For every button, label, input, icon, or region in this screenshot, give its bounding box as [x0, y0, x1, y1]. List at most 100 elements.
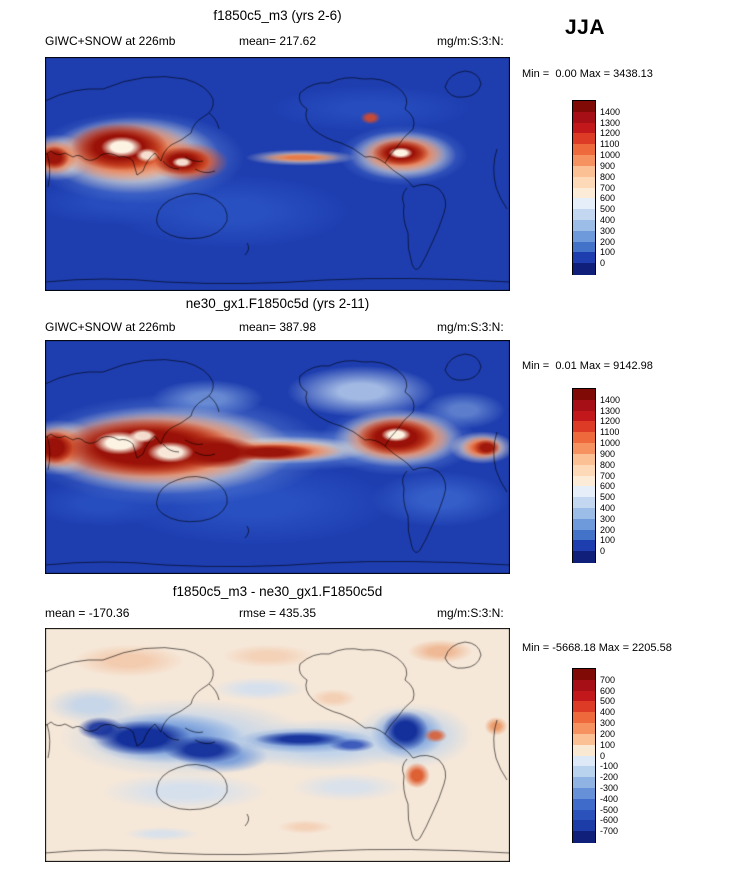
colorbar-cell [573, 744, 595, 756]
colorbar-tick-label: 1000 [600, 150, 621, 161]
colorbar-tick-label: -100 [600, 761, 619, 772]
colorbar-cell [573, 820, 595, 832]
colorbar-cell [573, 475, 595, 487]
panel-3-mean-label: mean = -170.36 [45, 606, 130, 620]
season-label: JJA [564, 16, 606, 39]
colorbar-tick-label: 900 [600, 160, 616, 171]
colorbar-cell [573, 766, 595, 778]
colorbar-tick-label: -200 [600, 772, 619, 783]
colorbar-tick-label: 0 [600, 750, 606, 761]
colorbar-cell [573, 690, 595, 702]
colorbar-tick-label: 1100 [600, 139, 620, 150]
colorbar-cell [573, 486, 595, 498]
colorbar-tick-label: 1300 [600, 405, 621, 416]
colorbar-tick-label: 600 [600, 685, 616, 696]
colorbar-tick-label: 100 [600, 739, 616, 750]
colorbar-tick-label: 800 [600, 171, 616, 182]
panel-2-map-plot [45, 340, 510, 574]
panel-2-title: ne30_gx1.F1850c5d (yrs 2-11) [185, 296, 370, 311]
panel-1-map-plot [45, 57, 510, 291]
panel-1-colorbar: 1400 1300 1200 1100 1000 900 800 700 600 500 400 30… [572, 100, 620, 275]
panel-3-minmax-label: Min = -5668.18 Max = 2205.58 [522, 642, 672, 654]
colorbar-cell [573, 263, 595, 275]
colorbar-cell [573, 230, 595, 243]
colorbar-cell [573, 701, 595, 713]
colorbar-cell [573, 712, 595, 724]
colorbar-cell [573, 144, 595, 156]
panel-1-title: f1850c5_m3 (yrs 2-6) [213, 8, 342, 23]
colorbar-cell [573, 399, 595, 412]
panel-2-colorbar: 1400 1300 1200 1100 1000 900 800 700 600 500 400 30… [572, 388, 620, 563]
colorbar-tick-label: 1200 [600, 128, 621, 139]
colorbar-cell [573, 777, 595, 789]
colorbar-tick-label: -300 [600, 782, 619, 793]
colorbar-tick-label: 0 [600, 546, 606, 557]
colorbar-tick-label: 200 [600, 524, 616, 535]
colorbar-cell [573, 410, 595, 422]
panel-1-minmax-label: Min = 0.00 Max = 3438.13 [522, 68, 653, 80]
colorbar-cell [573, 101, 595, 113]
panel-1-mean-label: mean= 217.62 [238, 34, 317, 48]
colorbar-cell [573, 551, 595, 563]
colorbar-tick-label: 500 [600, 696, 616, 707]
colorbar-tick-label: 700 [600, 470, 616, 481]
colorbar-tick-label: 800 [600, 459, 616, 470]
colorbar-cell [573, 679, 595, 692]
colorbar-tick-label: 400 [600, 214, 616, 225]
colorbar-cell [573, 518, 595, 531]
colorbar-tick-label: -600 [600, 815, 619, 826]
colorbar-cell [573, 122, 595, 134]
colorbar-cell [573, 187, 595, 199]
colorbar-cell [573, 453, 595, 466]
panel-3-map-plot [45, 628, 510, 862]
colorbar-cell [573, 497, 595, 509]
colorbar-cell [573, 831, 595, 843]
panel-1-field-label: GIWC+SNOW at 226mb [45, 34, 176, 48]
colorbar-tick-label: 1300 [600, 117, 621, 128]
colorbar-tick-label: 1400 [600, 106, 621, 117]
colorbar-cell [573, 155, 595, 167]
colorbar-tick-label: 400 [600, 707, 616, 718]
colorbar-cell [573, 209, 595, 221]
colorbar-tick-label: 400 [600, 502, 616, 513]
colorbar-tick-label: 1200 [600, 416, 621, 427]
colorbar-tick-label: 300 [600, 513, 616, 524]
colorbar-tick-label: 500 [600, 492, 616, 503]
panel-2-units-label: mg/m:S:3:N: [437, 320, 504, 334]
colorbar-cell [573, 733, 595, 746]
panel-3-title: f1850c5_m3 - ne30_gx1.F1850c5d [172, 584, 383, 599]
colorbar-cell [573, 809, 595, 821]
colorbar-cell [573, 787, 595, 800]
panel-2-mean-label: mean= 387.98 [238, 320, 317, 334]
colorbar-tick-label: 600 [600, 481, 616, 492]
colorbar-tick-label: 600 [600, 193, 616, 204]
colorbar-cell [573, 798, 595, 811]
colorbar-tick-label: 200 [600, 728, 616, 739]
colorbar-cell [573, 723, 595, 735]
colorbar-cell [573, 252, 595, 264]
colorbar-tick-label: 700 [600, 182, 616, 193]
colorbar-tick-label: 700 [600, 674, 616, 685]
colorbar-tick-label: 300 [600, 225, 616, 236]
colorbar-cell [573, 443, 595, 455]
colorbar-cell [573, 198, 595, 210]
colorbar-cell [573, 133, 595, 145]
colorbar-cell [573, 111, 595, 124]
colorbar-tick-label: -400 [600, 793, 619, 804]
panel-3-units-label: mg/m:S:3:N: [437, 606, 504, 620]
colorbar-cell [573, 432, 595, 444]
colorbar-tick-label: 0 [600, 258, 606, 269]
colorbar-tick-label: -700 [600, 826, 619, 837]
colorbar-cell [573, 755, 595, 767]
colorbar-tick-label: -500 [600, 804, 619, 815]
panel-2-field-label: GIWC+SNOW at 226mb [45, 320, 176, 334]
panel-1-units-label: mg/m:S:3:N: [437, 34, 504, 48]
colorbar-tick-label: 1100 [600, 427, 620, 438]
colorbar-cell [573, 669, 595, 681]
colorbar-cell [573, 219, 595, 232]
colorbar-cell [573, 165, 595, 178]
colorbar-cell [573, 176, 595, 188]
panel-3-rmse-label: rmse = 435.35 [238, 606, 317, 620]
colorbar-cell [573, 421, 595, 433]
